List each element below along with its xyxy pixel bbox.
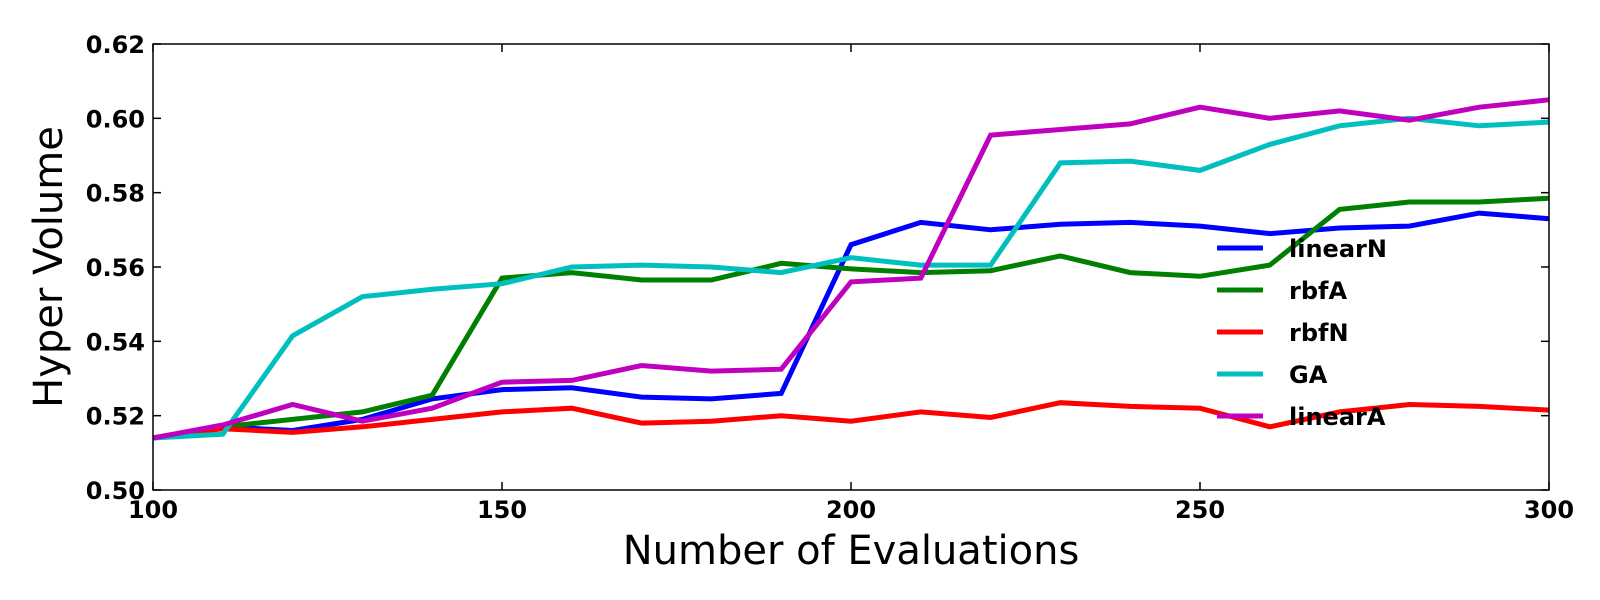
- y-tick-label: 0.50: [86, 477, 145, 505]
- legend-label-rbfA: rbfA: [1289, 277, 1347, 305]
- legend: linearN rbfA rbfN GA linearA: [1217, 235, 1387, 431]
- x-tick-label: 100: [128, 496, 178, 524]
- ticks-layer: 100 150 200 250 300 0.50 0.52 0.54 0.56 0.58 0.60 0…: [86, 31, 1574, 524]
- x-tick-label: 200: [826, 496, 876, 524]
- x-tick-label: 250: [1175, 496, 1225, 524]
- legend-label-rbfN: rbfN: [1289, 319, 1349, 347]
- series-line-rbfA: [152, 195, 1550, 441]
- y-tick-label: 0.62: [86, 31, 145, 59]
- series-line-linearA: [152, 97, 1550, 441]
- series-line-rbfN: [152, 400, 1550, 441]
- x-axis-label: Number of Evaluations: [623, 528, 1080, 574]
- y-tick-label: 0.58: [86, 180, 145, 208]
- y-tick-label: 0.56: [86, 254, 145, 282]
- y-tick-label: 0.60: [86, 105, 145, 133]
- y-axis-label: Hyper Volume: [26, 126, 72, 408]
- x-tick-label: 150: [477, 496, 527, 524]
- x-tick-label: 300: [1524, 496, 1574, 524]
- series-layer: [152, 97, 1550, 441]
- y-tick-label: 0.54: [86, 328, 145, 356]
- y-tick-label: 0.52: [86, 403, 145, 431]
- legend-label-linearN: linearN: [1289, 235, 1387, 263]
- legend-label-linearA: linearA: [1289, 403, 1386, 431]
- legend-label-GA: GA: [1289, 361, 1328, 389]
- series-line-GA: [152, 115, 1550, 441]
